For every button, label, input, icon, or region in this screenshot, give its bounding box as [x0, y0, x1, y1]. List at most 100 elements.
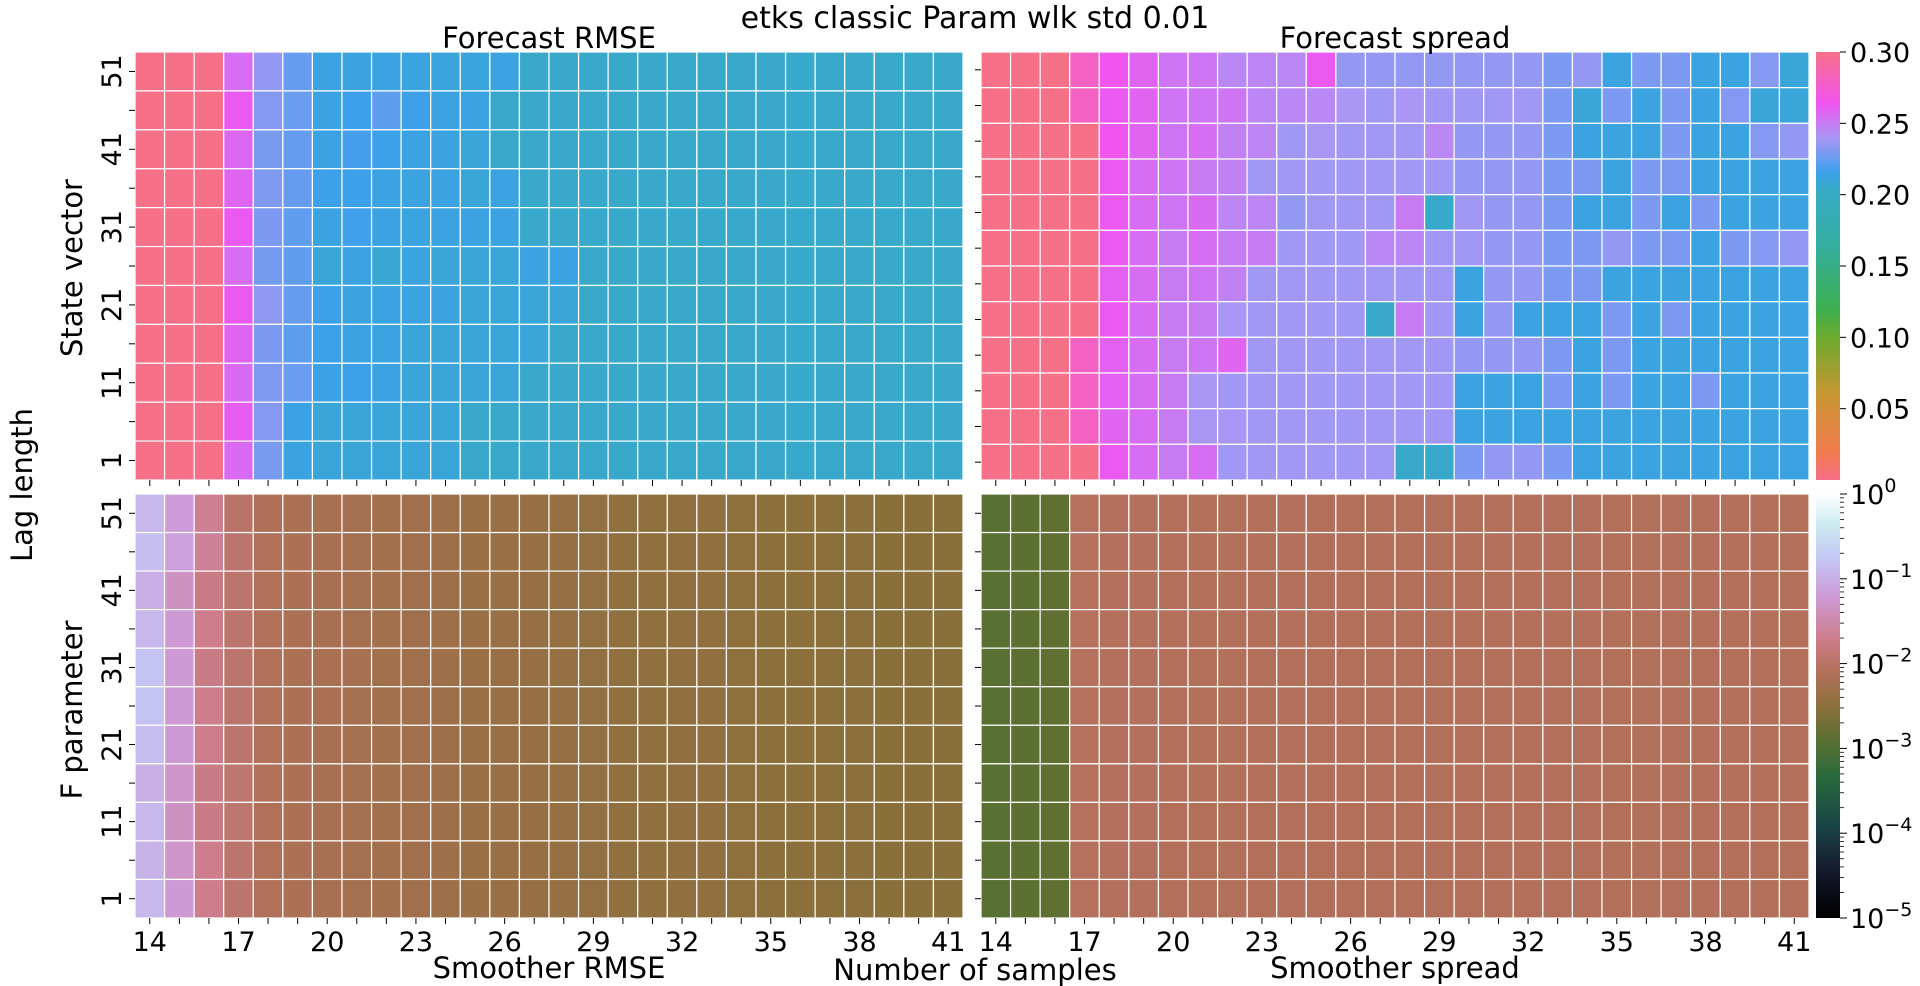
heatmap-cell	[1483, 686, 1514, 726]
x-tick-label: 32	[665, 927, 699, 958]
heatmap-cell	[1394, 443, 1426, 481]
heatmap-cell	[607, 493, 639, 534]
heatmap-cell	[163, 207, 195, 248]
heatmap-cell	[1305, 122, 1337, 160]
heatmap-cell	[163, 168, 195, 209]
heatmap-cell	[1542, 301, 1574, 338]
heatmap-cell	[459, 531, 491, 572]
heatmap-cell	[1749, 372, 1781, 410]
heatmap-cell	[282, 878, 314, 919]
heatmap-cell	[844, 801, 875, 842]
heatmap-cell	[755, 878, 787, 919]
heatmap-cell	[1394, 609, 1426, 649]
heatmap-cell	[1039, 301, 1071, 338]
heatmap-cell	[134, 763, 166, 803]
heatmap-cell	[489, 51, 521, 92]
heatmap-cell	[1187, 686, 1219, 726]
x-tick-label: 32	[1511, 927, 1545, 958]
heatmap-cell	[282, 129, 314, 170]
heatmap-cell	[637, 323, 668, 364]
heatmap-cell	[1098, 265, 1130, 303]
heatmap-cell	[163, 609, 195, 649]
heatmap-cell	[430, 129, 461, 170]
heatmap-cell	[1335, 122, 1367, 160]
heatmap-cell	[1453, 336, 1485, 374]
heatmap-cell	[637, 531, 668, 572]
heatmap-cell	[518, 168, 550, 209]
heatmap-cell	[548, 168, 580, 209]
heatmap-cell	[1216, 647, 1248, 688]
heatmap-cell	[1187, 265, 1219, 303]
heatmap-cell	[1483, 51, 1514, 89]
heatmap-cell	[459, 440, 491, 481]
heatmap-cell	[1394, 229, 1426, 267]
heatmap-cell	[1098, 878, 1130, 919]
heatmap-cell	[518, 207, 550, 248]
heatmap-cell	[1749, 840, 1781, 881]
heatmap-cell	[932, 168, 964, 209]
heatmap-cell	[637, 440, 668, 481]
heatmap-cell	[932, 90, 964, 131]
heatmap-cell	[1542, 372, 1574, 410]
heatmap-cell	[1305, 443, 1337, 481]
heatmap-cell	[223, 878, 254, 919]
heatmap-cell	[1719, 336, 1751, 374]
colorbar-tick-exponent: 0	[1884, 475, 1896, 497]
heatmap-cell	[1483, 408, 1514, 445]
heatmap-cell	[1364, 801, 1396, 842]
heatmap-cell	[1660, 801, 1692, 842]
heatmap-cell	[400, 570, 432, 611]
heatmap-cell	[980, 229, 1012, 267]
heatmap-cell	[548, 840, 580, 881]
heatmap-cell	[223, 609, 254, 649]
heatmap-cell	[1453, 878, 1485, 919]
heatmap-cell	[666, 609, 698, 649]
heatmap-cell	[1276, 87, 1307, 124]
heatmap-cell	[1630, 763, 1662, 803]
heatmap-cell	[814, 493, 846, 534]
heatmap-cell	[163, 763, 195, 803]
heatmap-cell	[725, 401, 757, 442]
heatmap-cell	[1571, 87, 1603, 124]
heatmap-cell	[1039, 265, 1071, 303]
heatmap-cell	[1719, 878, 1751, 919]
heatmap-cell	[548, 493, 580, 534]
heatmap-cell	[1690, 609, 1721, 649]
heatmap-cell	[1719, 158, 1751, 196]
heatmap-cell	[607, 51, 639, 92]
figure-title: etks classic Param wlk std 0.01	[741, 1, 1210, 36]
heatmap-cell	[1157, 194, 1189, 231]
heatmap-cell	[607, 570, 639, 611]
heatmap-cell	[1571, 724, 1603, 765]
heatmap-cell	[1660, 443, 1692, 481]
heatmap-cell	[784, 763, 816, 803]
heatmap-cell	[1453, 87, 1485, 124]
heatmap-cell	[1128, 265, 1160, 303]
heatmap-cell	[873, 840, 905, 881]
heatmap-cell	[1039, 122, 1071, 160]
heatmap-cell	[1512, 194, 1544, 231]
heatmap-cell	[1069, 51, 1100, 89]
heatmap-cell	[814, 245, 846, 287]
heatmap-cell	[459, 609, 491, 649]
heatmap-cell	[282, 763, 314, 803]
heatmap-cell	[784, 878, 816, 919]
heatmap-cell	[134, 840, 166, 881]
heatmap-cell	[548, 763, 580, 803]
heatmap-cell	[1276, 443, 1307, 481]
heatmap-cell	[637, 90, 668, 131]
heatmap-cell	[1690, 336, 1721, 374]
heatmap-cell	[548, 207, 580, 248]
heatmap-cell	[1630, 609, 1662, 649]
heatmap-cell	[1335, 229, 1367, 267]
heatmap-cell	[1719, 87, 1751, 124]
y-tick-label: 51	[97, 54, 128, 88]
heatmap-cell	[1157, 265, 1189, 303]
heatmap-cell	[1690, 87, 1721, 124]
heatmap-cell	[1749, 531, 1781, 572]
heatmap-cell	[193, 323, 225, 364]
heatmap-cell	[282, 840, 314, 881]
heatmap-cell	[1394, 493, 1426, 534]
heatmap-cell	[341, 763, 373, 803]
heatmap-cell	[518, 362, 550, 403]
